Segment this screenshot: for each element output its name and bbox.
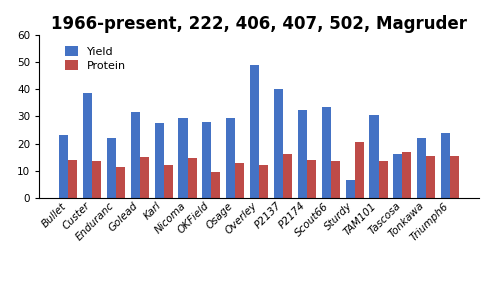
Bar: [163, 165, 172, 198]
Bar: [402, 152, 410, 198]
Bar: [273, 89, 283, 198]
Bar: [369, 115, 378, 198]
Bar: [283, 155, 291, 198]
Bar: [107, 138, 116, 198]
Bar: [297, 110, 306, 198]
Bar: [249, 65, 259, 198]
Bar: [416, 138, 426, 198]
Bar: [306, 160, 315, 198]
Bar: [202, 122, 211, 198]
Bar: [440, 133, 449, 198]
Bar: [330, 161, 339, 198]
Bar: [130, 112, 140, 198]
Bar: [392, 155, 402, 198]
Bar: [354, 142, 363, 198]
Bar: [226, 118, 235, 198]
Legend: Yield, Protein: Yield, Protein: [62, 44, 128, 73]
Bar: [259, 165, 268, 198]
Bar: [449, 156, 458, 198]
Bar: [68, 160, 77, 198]
Title: 1966-present, 222, 406, 407, 502, Magruder: 1966-present, 222, 406, 407, 502, Magrud…: [51, 15, 466, 33]
Bar: [345, 180, 354, 198]
Bar: [92, 161, 101, 198]
Bar: [426, 156, 434, 198]
Bar: [235, 163, 244, 198]
Bar: [378, 161, 387, 198]
Bar: [116, 167, 125, 198]
Bar: [187, 159, 196, 198]
Bar: [321, 107, 330, 198]
Bar: [83, 93, 92, 198]
Bar: [154, 123, 163, 198]
Bar: [178, 118, 187, 198]
Bar: [59, 135, 68, 198]
Bar: [211, 172, 220, 198]
Bar: [140, 157, 148, 198]
